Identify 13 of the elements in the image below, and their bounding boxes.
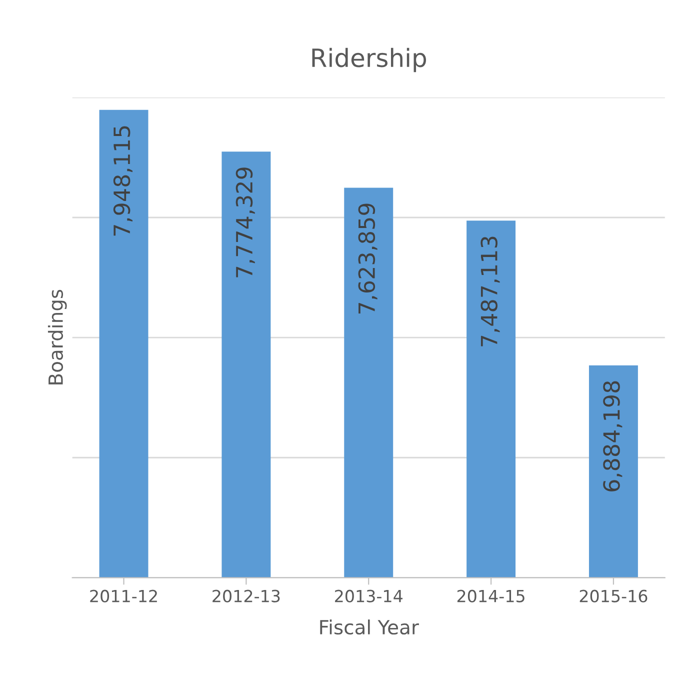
data-label: 7,774,329 bbox=[236, 168, 255, 278]
y-axis-title: Boardings bbox=[48, 290, 67, 384]
x-tick-label: 2011-12 bbox=[90, 590, 157, 602]
x-tick-label: 2015-16 bbox=[580, 590, 648, 602]
x-tick-label: 2014-15 bbox=[457, 590, 524, 602]
data-label: 7,487,113 bbox=[480, 236, 500, 346]
x-tick-label: 2012-13 bbox=[212, 590, 280, 602]
chart-title: Ridership bbox=[312, 48, 426, 72]
data-label: 7,623,859 bbox=[358, 204, 378, 314]
data-label: 7,948,115 bbox=[113, 126, 132, 236]
data-label: 6,884,198 bbox=[603, 381, 622, 492]
x-axis-title: Fiscal Year bbox=[320, 620, 419, 635]
x-tick-label: 2013-14 bbox=[335, 590, 402, 602]
